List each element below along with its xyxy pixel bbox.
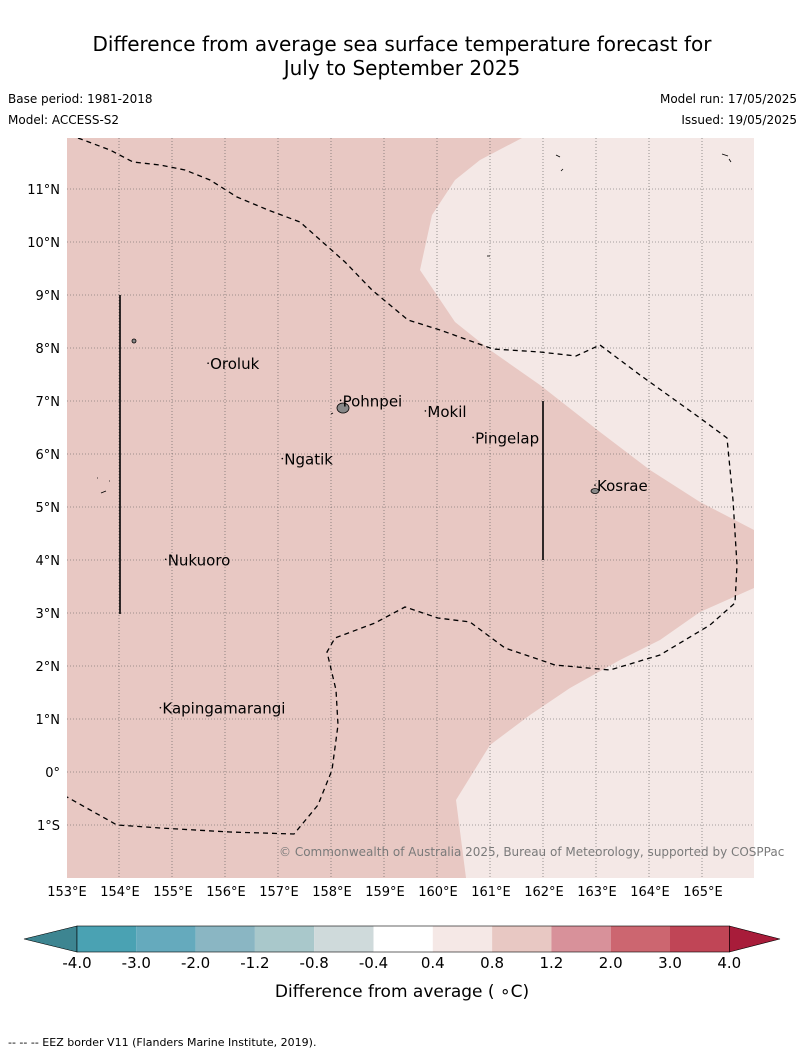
lon-tick-label: 161°E: [471, 885, 511, 900]
colorbar-max-extension: [728, 925, 781, 953]
chart-title: Difference from average sea surface temp…: [0, 32, 804, 80]
colorbar-min-extension: [23, 925, 78, 953]
colorbar-tick-label: -0.4: [359, 954, 388, 972]
lon-tick-label: 160°E: [418, 885, 458, 900]
colorbar-tick-label: 0.8: [480, 954, 504, 972]
colorbar-tick-label: -0.8: [300, 954, 329, 972]
place-label: Kosrae: [597, 477, 648, 495]
place-marker: [281, 457, 284, 460]
lon-tick-label: 165°E: [683, 885, 723, 900]
gridlines: [67, 138, 754, 878]
lon-tick-label: 154°E: [100, 885, 140, 900]
place-labels: Oroluk Pohnpei Mokil Pingelap Ngatik Kosrae Nu…: [159, 355, 648, 718]
colorbar-segment: [77, 926, 137, 952]
place-label: Ngatik: [284, 451, 333, 469]
place-label: Pingelap: [475, 429, 539, 447]
place-marker: [472, 436, 474, 439]
lat-tick-label: 10°N: [27, 236, 60, 251]
colorbar-tick-label: 1.2: [539, 954, 563, 972]
colorbar-tick-label: 0.4: [421, 954, 445, 972]
lat-tick-label: 8°N: [36, 342, 61, 357]
anomaly-band-0.4-0.8-south: [456, 588, 754, 878]
kosrae-island: [590, 488, 600, 494]
lat-tick-label: 3°N: [36, 607, 61, 622]
colorbar-segment: [551, 926, 611, 952]
base-period: Base period: 1981-2018: [8, 92, 153, 106]
lon-tick-label: 156°E: [206, 885, 246, 900]
place-marker: [339, 399, 342, 402]
lat-tick-label: 7°N: [36, 395, 61, 410]
colorbar-tick-label: -4.0: [62, 954, 91, 972]
place-marker: [159, 706, 162, 709]
map-area: Oroluk Pohnpei Mokil Pingelap Ngatik Kosrae Nu…: [67, 138, 754, 878]
islet: [131, 338, 137, 344]
place-marker: [207, 362, 209, 365]
lat-tick-label: 2°N: [36, 660, 61, 675]
lon-tick-label: 162°E: [524, 885, 564, 900]
colorbar-tick-label: 4.0: [717, 954, 741, 972]
place-label: Oroluk: [210, 355, 259, 373]
pohnpei-island: [336, 402, 350, 414]
lat-tick-label: 0°: [45, 766, 60, 781]
lat-tick-label: 6°N: [36, 448, 61, 463]
lon-tick-label: 155°E: [153, 885, 193, 900]
place-marker: [594, 484, 596, 486]
colorbar-label: Difference from average ( ∘C): [275, 982, 529, 1002]
colorbar-segment: [670, 926, 730, 952]
lon-tick-label: 157°E: [259, 885, 299, 900]
anomaly-band-0.4-0.8-north: [420, 138, 754, 530]
eez-footnote: -- -- -- EEZ border V11 (Flanders Marine…: [8, 1036, 317, 1049]
place-label: Mokil: [427, 403, 466, 421]
lat-tick-label: 5°N: [36, 501, 61, 516]
place-marker: [164, 558, 167, 561]
colorbar-segment: [136, 926, 196, 952]
latitude-ticks: 11°N 10°N 9°N 8°N 7°N 6°N 5°N 4°N 3°N 2°N 1°N 0° 1°S: [27, 183, 60, 834]
lat-tick-label: 4°N: [36, 554, 61, 569]
colorbar-segment: [373, 926, 433, 952]
colorbar-tick-label: -3.0: [122, 954, 151, 972]
islands: [97, 153, 732, 494]
lat-tick-label: 1°N: [36, 713, 61, 728]
colorbar-outline: [76, 925, 730, 953]
colorbar-tick-label: -1.2: [240, 954, 269, 972]
colorbar-segment: [314, 926, 374, 952]
place-label: Nukuoro: [168, 551, 231, 569]
place-marker: [424, 410, 427, 412]
copyright-credit: © Commonwealth of Australia 2025, Bureau…: [279, 845, 785, 859]
lon-tick-label: 159°E: [365, 885, 405, 900]
model-name: Model: ACCESS-S2: [8, 113, 120, 127]
model-run: Model run: 17/05/2025: [659, 92, 797, 106]
issued-date: Issued: 19/05/2025: [681, 113, 797, 127]
lon-tick-label: 158°E: [312, 885, 352, 900]
colorbar-segment: [195, 926, 255, 952]
colorbar-tick-label: 3.0: [658, 954, 682, 972]
place-label: Kapingamarangi: [162, 700, 285, 718]
lon-tick-label: 163°E: [577, 885, 617, 900]
lat-tick-label: 9°N: [36, 289, 61, 304]
eez-segments: [119, 295, 544, 614]
lon-tick-label: 164°E: [630, 885, 670, 900]
lon-tick-label: 153°E: [47, 885, 87, 900]
colorbar-segment: [610, 926, 670, 952]
colorbar: -4.0 -3.0 -2.0 -1.2 -0.8 -0.4 0.4 0.8 1.2 2.0 3.0 4…: [23, 925, 781, 972]
title-line-1: Difference from average sea surface temp…: [92, 32, 712, 56]
colorbar-segment: [254, 926, 315, 952]
lat-tick-label: 1°S: [37, 819, 60, 834]
colorbar-tick-label: 2.0: [599, 954, 623, 972]
title-line-2: July to September 2025: [283, 56, 521, 80]
place-label: Pohnpei: [343, 392, 403, 410]
colorbar-tick-label: -2.0: [181, 954, 210, 972]
colorbar-segment: [492, 926, 552, 952]
longitude-ticks: 153°E 154°E 155°E 156°E 157°E 158°E 159°E 160°E…: [47, 885, 723, 900]
lat-tick-label: 11°N: [27, 183, 60, 198]
colorbar-segment: [432, 926, 493, 952]
